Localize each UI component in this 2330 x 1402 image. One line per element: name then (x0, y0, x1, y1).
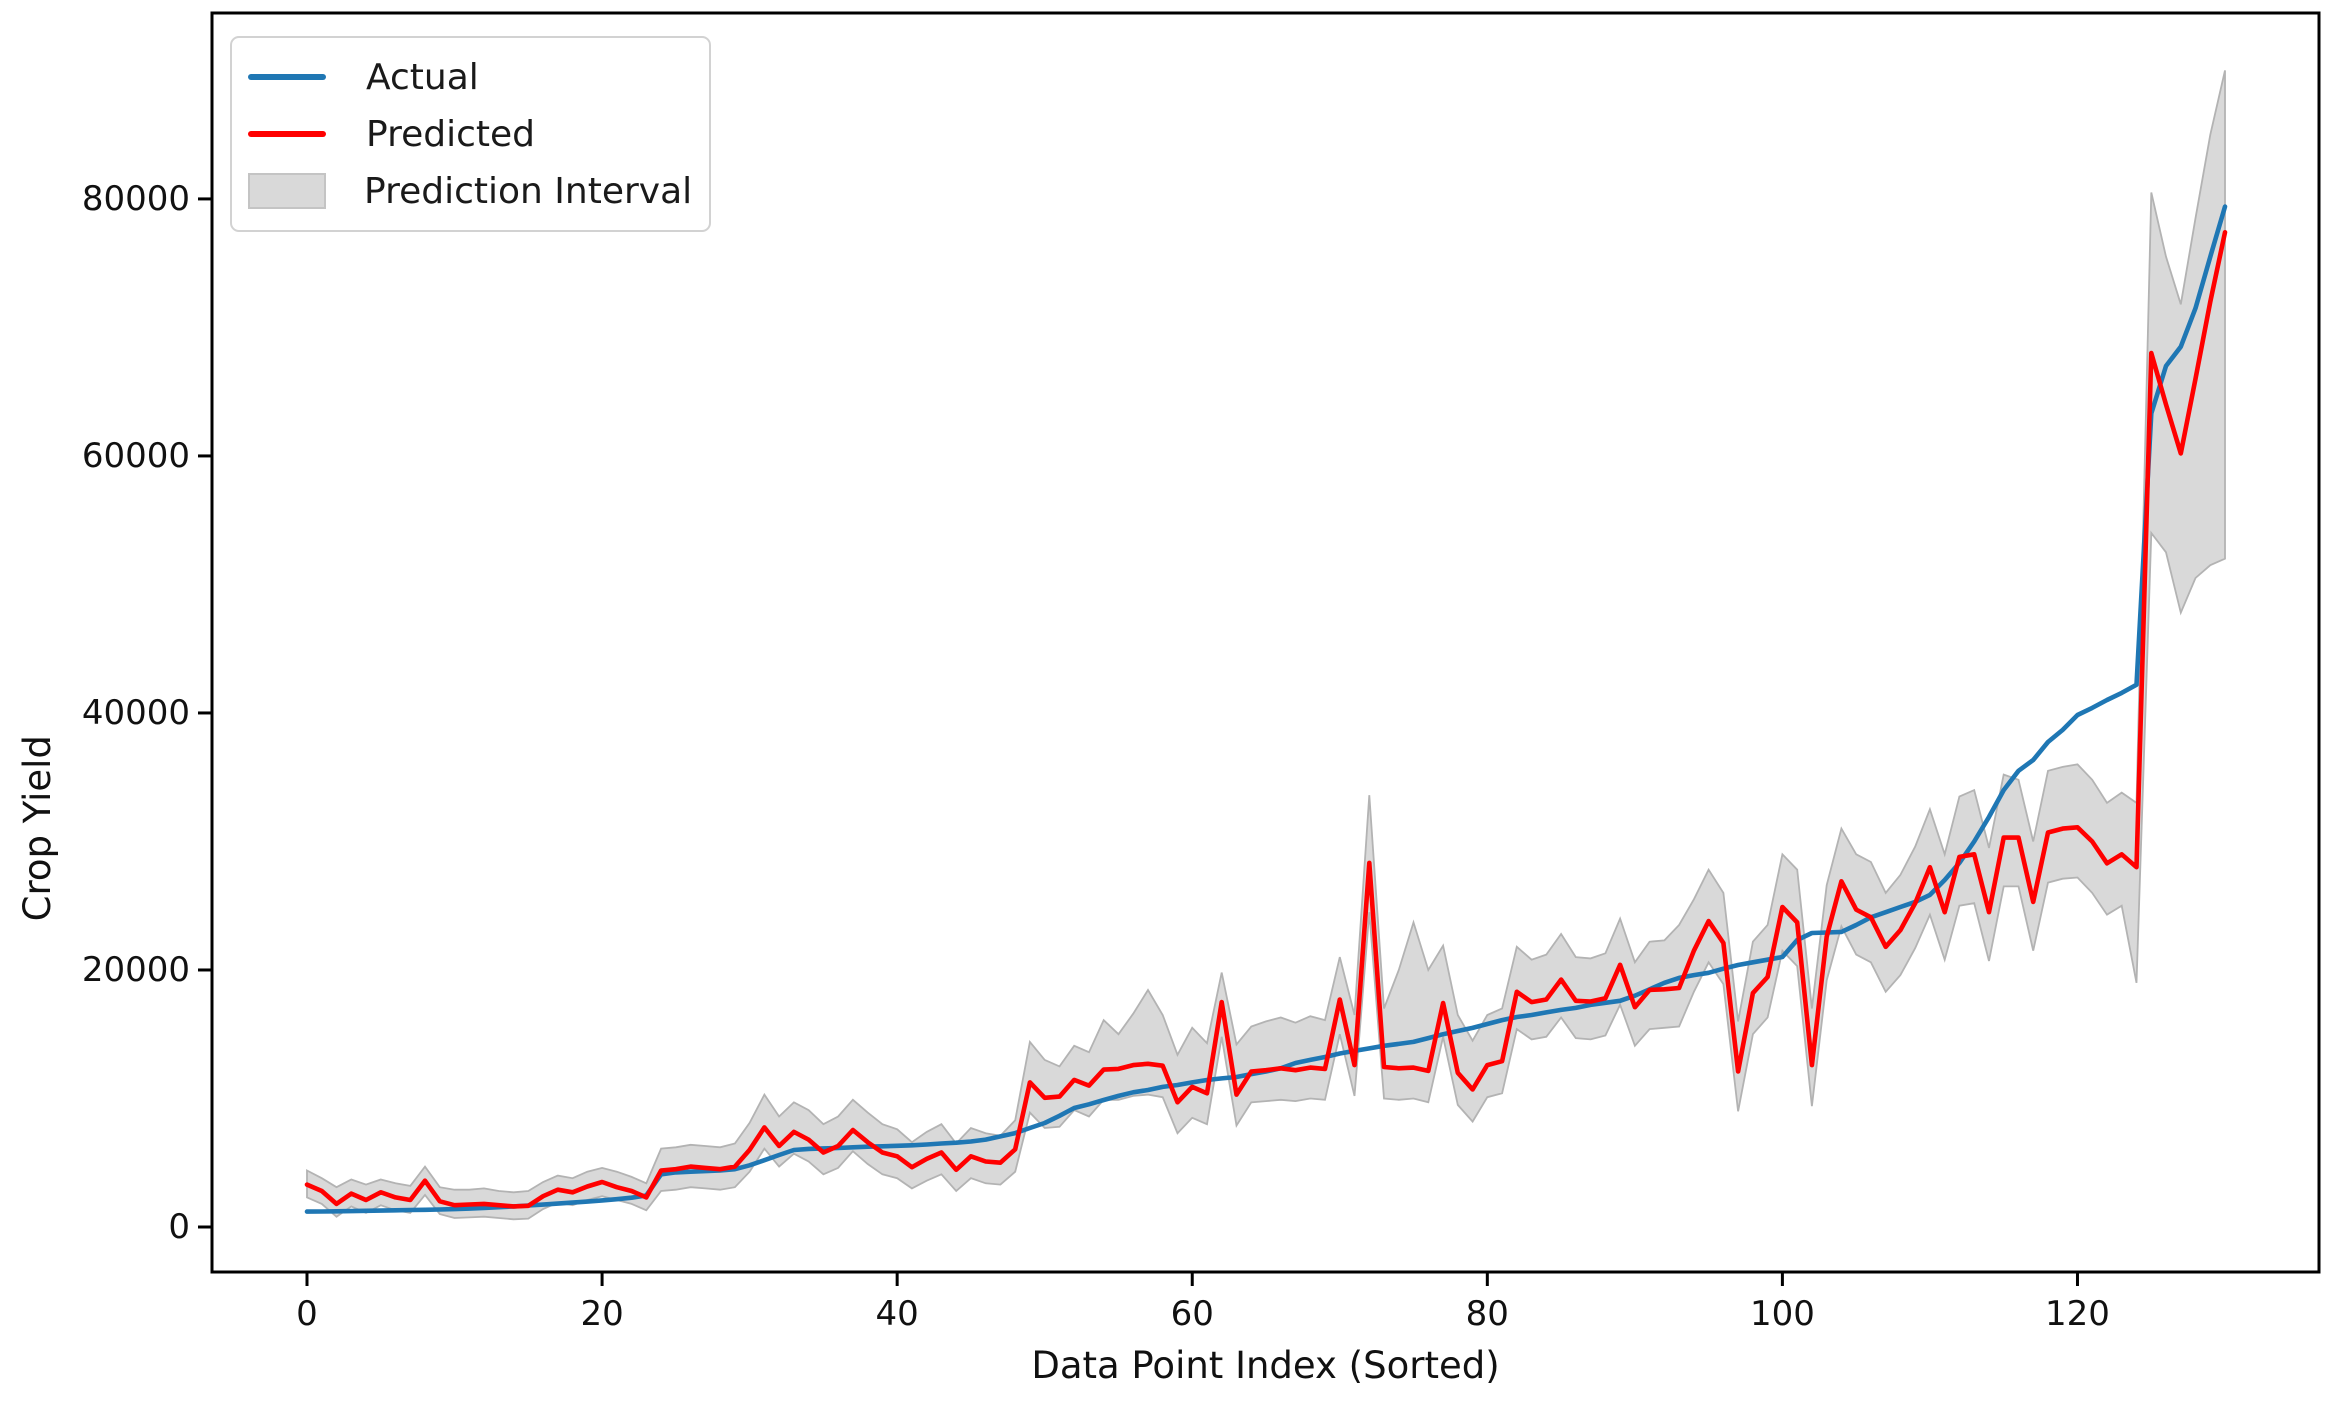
prediction-interval-band (306, 70, 2226, 1221)
x-axis-label: Data Point Index (Sorted) (1031, 1344, 1500, 1387)
legend: Actual Predicted Prediction Interval (230, 36, 711, 232)
x-tick-label: 100 (1749, 1294, 1815, 1334)
x-tick-label: 80 (1465, 1294, 1509, 1334)
x-tick-label: 60 (1170, 1294, 1214, 1334)
prediction-interval-swatch (248, 173, 326, 209)
predicted-line (304, 230, 2228, 1209)
actual-line-swatch (248, 74, 328, 80)
predicted-line-swatch (248, 131, 328, 137)
legend-item-actual: Actual (248, 50, 689, 104)
legend-item-predicted: Predicted (248, 107, 689, 161)
y-tick-label: 20000 (81, 949, 190, 990)
y-axis-label: Crop Yield (16, 735, 59, 922)
x-tick-label: 40 (875, 1294, 919, 1334)
axes-frame (210, 11, 2321, 1274)
legend-label-prediction-interval: Prediction Interval (364, 170, 693, 212)
y-tick-label: 40000 (81, 692, 190, 733)
prediction-interval-patch-icon (248, 173, 326, 209)
legend-item-prediction-interval: Prediction Interval (248, 164, 693, 218)
legend-label-predicted: Predicted (366, 113, 535, 155)
legend-label-actual: Actual (366, 56, 479, 98)
predicted-line-icon (248, 131, 326, 137)
y-tick-label: 60000 (81, 435, 190, 476)
x-tick-label: 120 (2045, 1294, 2110, 1334)
y-tick-label: 80000 (81, 178, 190, 219)
x-tick-label: 0 (296, 1294, 318, 1334)
y-tick-label: 0 (168, 1207, 190, 1247)
tick-marks (198, 197, 2079, 1286)
x-tick-label: 20 (580, 1294, 624, 1334)
actual-line-icon (248, 74, 326, 80)
